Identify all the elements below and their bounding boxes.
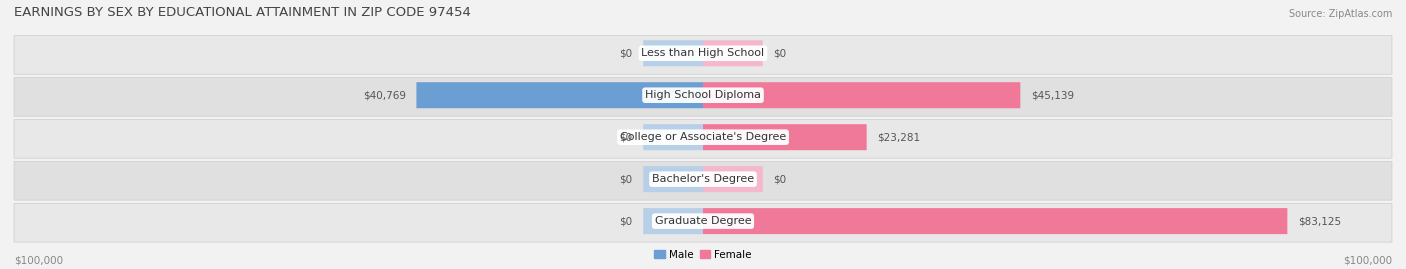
Text: $23,281: $23,281	[877, 132, 921, 142]
Text: $100,000: $100,000	[14, 256, 63, 266]
FancyBboxPatch shape	[703, 166, 762, 192]
FancyBboxPatch shape	[14, 119, 1392, 158]
Text: Less than High School: Less than High School	[641, 48, 765, 58]
FancyBboxPatch shape	[703, 40, 762, 66]
Text: Graduate Degree: Graduate Degree	[655, 216, 751, 226]
FancyBboxPatch shape	[14, 203, 1392, 242]
Legend: Male, Female: Male, Female	[650, 245, 756, 264]
FancyBboxPatch shape	[703, 124, 866, 150]
FancyBboxPatch shape	[703, 82, 1021, 108]
Text: High School Diploma: High School Diploma	[645, 90, 761, 100]
Text: $83,125: $83,125	[1298, 216, 1341, 226]
Text: EARNINGS BY SEX BY EDUCATIONAL ATTAINMENT IN ZIP CODE 97454: EARNINGS BY SEX BY EDUCATIONAL ATTAINMEN…	[14, 6, 471, 19]
Text: $0: $0	[620, 174, 633, 184]
Text: $0: $0	[773, 174, 786, 184]
Text: $40,769: $40,769	[363, 90, 406, 100]
FancyBboxPatch shape	[644, 124, 703, 150]
Text: $100,000: $100,000	[1343, 256, 1392, 266]
Text: Bachelor's Degree: Bachelor's Degree	[652, 174, 754, 184]
Text: College or Associate's Degree: College or Associate's Degree	[620, 132, 786, 142]
FancyBboxPatch shape	[14, 36, 1392, 74]
FancyBboxPatch shape	[416, 82, 703, 108]
FancyBboxPatch shape	[14, 77, 1392, 116]
FancyBboxPatch shape	[14, 161, 1392, 200]
Text: Source: ZipAtlas.com: Source: ZipAtlas.com	[1288, 9, 1392, 19]
FancyBboxPatch shape	[644, 208, 703, 234]
Text: $0: $0	[773, 48, 786, 58]
Text: $0: $0	[620, 132, 633, 142]
Text: $45,139: $45,139	[1031, 90, 1074, 100]
FancyBboxPatch shape	[703, 208, 1288, 234]
Text: $0: $0	[620, 216, 633, 226]
Text: $0: $0	[620, 48, 633, 58]
FancyBboxPatch shape	[644, 40, 703, 66]
FancyBboxPatch shape	[644, 166, 703, 192]
